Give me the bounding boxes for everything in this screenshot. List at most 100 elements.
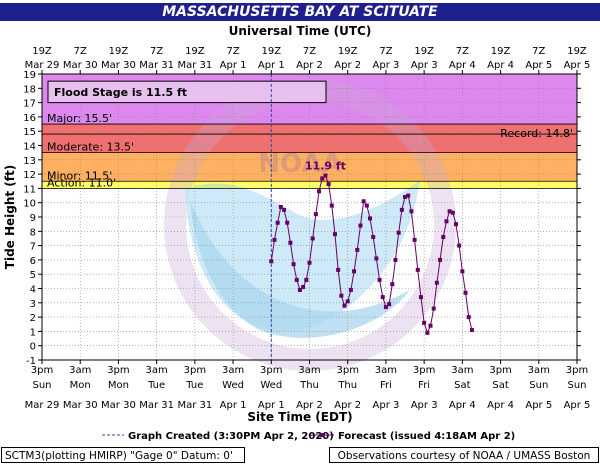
forecast-point [380,295,385,300]
bottom-tick-day: Mon [108,380,129,391]
forecast-point [310,236,315,241]
top-tick-label: 19Z [32,46,52,57]
bottom-tick-time: 3pm [489,365,511,376]
forecast-point [352,269,357,274]
record-label: Record: 14.8' [500,127,573,140]
bottom-tick-day: Tue [185,380,203,391]
y-tick-label: 3 [30,299,36,310]
forecast-point [291,262,296,267]
y-tick-label: 7 [30,242,36,253]
top-tick-label: 19Z [185,46,205,57]
forecast-point [406,193,411,198]
footer-datum: SCTM3(plotting HMIRP) "Gage 0" Datum: 0' [1,447,245,463]
stage-label-moderate: Moderate: 13.5' [47,141,134,154]
bottom-tick-time: 3pm [260,365,282,376]
forecast-point [288,240,293,245]
top-tick-date: Apr 1 [220,60,247,71]
forecast-point [272,237,277,242]
action-band [42,181,577,189]
top-tick-label: 7Z [226,46,239,57]
forecast-point [313,212,318,217]
forecast-point [348,287,353,292]
top-tick-label: 19Z [414,46,434,57]
forecast-point [332,232,337,237]
forecast-point [387,302,392,307]
footer-attribution: Observations courtesy of NOAA / UMASS Bo… [329,447,599,463]
forecast-point [428,323,433,328]
forecast-point [269,259,274,264]
bottom-tick-date: Mar 30 [63,400,98,411]
forecast-point [368,216,373,221]
forecast-point [307,260,312,265]
forecast-point [412,237,417,242]
forecast-point [431,306,436,311]
top-tick-date: Apr 4 [449,60,476,71]
top-tick-label: 7Z [74,46,87,57]
top-tick-label: 7Z [379,46,392,57]
bottom-tick-day: Fri [380,380,392,391]
top-axis-title: Universal Time (UTC) [229,24,372,38]
y-tick-label: 10 [23,199,36,210]
top-tick-date: Apr 3 [411,60,438,71]
forecast-point [297,287,302,292]
y-tick-label: 13 [23,156,36,167]
bottom-tick-time: 3pm [566,365,588,376]
y-tick-label: 5 [30,270,36,281]
forecast-point [301,285,306,290]
forecast-point [278,204,283,209]
forecast-line [270,174,473,335]
forecast-point [275,220,280,225]
forecast-point [371,235,376,240]
bottom-tick-date: Mar 31 [177,400,212,411]
y-axis-title: Tide Height (ft) [3,165,17,269]
forecast-point [444,219,449,224]
forecast-point [361,199,366,204]
top-tick-date: Apr 3 [373,60,400,71]
top-tick-label: 19Z [338,46,358,57]
bottom-tick-day: Sun [32,380,51,391]
forecast-point [383,305,388,310]
bottom-tick-day: Mon [70,380,91,391]
top-tick-label: 19Z [491,46,511,57]
forecast-point [336,267,341,272]
y-tick-label: 11 [23,184,36,195]
forecast-point [358,223,363,228]
top-tick-label: 19Z [261,46,281,57]
bottom-tick-date: Mar 31 [139,400,174,411]
forecast-point [393,257,398,262]
top-tick-label: 7Z [456,46,469,57]
bottom-tick-time: 3am [528,365,550,376]
bottom-tick-time: 3pm [413,365,435,376]
bottom-tick-time: 3am [69,365,91,376]
noaa-wave-icon [190,200,410,338]
forecast-series: 11.9 ft [269,74,474,360]
bottom-tick-time: 3am [298,365,320,376]
y-tick-label: 1 [30,327,36,338]
forecast-point [323,173,328,178]
forecast-point [453,222,458,227]
y-tick-label: 8 [30,227,36,238]
y-tick-label: 2 [30,313,36,324]
bottom-tick-time: 3pm [336,365,358,376]
top-tick-date: Mar 31 [177,60,212,71]
bottom-tick-date: Apr 4 [449,400,476,411]
bottom-tick-time: 3pm [107,365,129,376]
forecast-point [377,277,382,282]
y-tick-label: 14 [23,142,36,153]
bottom-tick-day: Sun [529,380,548,391]
forecast-point [457,243,462,248]
forecast-point [339,293,344,298]
top-tick-date: Apr 2 [296,60,323,71]
forecast-point [329,203,334,208]
stage-label-major: Major: 15.5' [47,112,112,125]
forecast-point [441,235,446,240]
top-tick-date: Apr 5 [525,60,552,71]
bottom-tick-time: 3am [222,365,244,376]
bottom-tick-date: Mar 30 [101,400,136,411]
y-tick-label: 4 [30,285,36,296]
top-tick-label: 7Z [150,46,163,57]
forecast-point [326,182,331,187]
top-tick-label: 7Z [532,46,545,57]
